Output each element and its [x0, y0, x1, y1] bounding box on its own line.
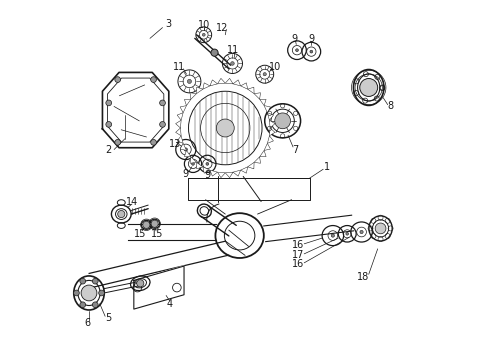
- Text: 13: 13: [169, 139, 181, 149]
- Polygon shape: [233, 170, 241, 176]
- Polygon shape: [254, 93, 261, 99]
- Polygon shape: [210, 80, 218, 86]
- Text: 5: 5: [106, 313, 112, 323]
- Polygon shape: [270, 128, 275, 136]
- Polygon shape: [134, 266, 184, 309]
- Text: 11: 11: [172, 62, 185, 72]
- Text: 11: 11: [227, 45, 240, 55]
- Polygon shape: [196, 87, 203, 94]
- Circle shape: [93, 302, 98, 308]
- Polygon shape: [203, 83, 210, 89]
- Circle shape: [106, 122, 112, 127]
- Circle shape: [216, 119, 234, 137]
- Polygon shape: [270, 120, 275, 128]
- Polygon shape: [268, 113, 273, 120]
- Circle shape: [151, 77, 156, 82]
- Polygon shape: [180, 143, 187, 150]
- Text: 10: 10: [270, 62, 282, 72]
- Polygon shape: [264, 105, 270, 113]
- Polygon shape: [254, 157, 261, 163]
- Circle shape: [187, 79, 192, 84]
- Circle shape: [202, 33, 205, 36]
- Polygon shape: [241, 83, 247, 89]
- Polygon shape: [210, 170, 218, 176]
- Polygon shape: [268, 136, 273, 143]
- Polygon shape: [225, 78, 233, 84]
- Circle shape: [74, 290, 79, 296]
- Polygon shape: [190, 157, 196, 163]
- Polygon shape: [218, 172, 225, 177]
- Polygon shape: [203, 167, 210, 173]
- Polygon shape: [180, 105, 187, 113]
- Polygon shape: [225, 172, 233, 177]
- Polygon shape: [175, 128, 181, 136]
- Circle shape: [184, 148, 188, 151]
- Text: 2: 2: [106, 144, 112, 154]
- Circle shape: [81, 285, 97, 301]
- Polygon shape: [177, 136, 183, 143]
- Polygon shape: [264, 143, 270, 150]
- Polygon shape: [218, 78, 225, 84]
- Circle shape: [360, 230, 363, 234]
- Circle shape: [310, 50, 313, 53]
- Text: 3: 3: [165, 19, 171, 29]
- Circle shape: [160, 100, 166, 106]
- Circle shape: [143, 221, 150, 228]
- Text: 16: 16: [292, 240, 304, 250]
- Circle shape: [206, 162, 209, 165]
- Circle shape: [192, 162, 195, 165]
- Text: 1: 1: [324, 162, 331, 172]
- Text: 4: 4: [167, 299, 173, 309]
- Polygon shape: [260, 150, 266, 157]
- Polygon shape: [184, 150, 191, 157]
- Text: 12: 12: [216, 23, 228, 33]
- Polygon shape: [233, 80, 241, 86]
- Circle shape: [295, 49, 298, 51]
- Circle shape: [93, 278, 98, 284]
- Text: 17: 17: [292, 250, 304, 260]
- Circle shape: [346, 233, 348, 235]
- Circle shape: [360, 78, 378, 96]
- Text: 10: 10: [197, 20, 210, 30]
- Circle shape: [331, 234, 335, 237]
- Circle shape: [275, 113, 291, 129]
- Circle shape: [375, 223, 386, 234]
- Text: 9: 9: [183, 168, 189, 179]
- Polygon shape: [175, 120, 181, 128]
- Polygon shape: [196, 162, 203, 169]
- Circle shape: [211, 49, 218, 56]
- Circle shape: [115, 139, 121, 145]
- Text: 8: 8: [387, 102, 393, 112]
- Polygon shape: [260, 99, 266, 105]
- Circle shape: [231, 62, 234, 65]
- Text: 9: 9: [204, 170, 210, 180]
- Circle shape: [118, 211, 125, 218]
- Circle shape: [98, 290, 104, 296]
- Circle shape: [137, 280, 144, 287]
- Text: 9: 9: [308, 34, 315, 44]
- Text: 9: 9: [292, 34, 297, 44]
- Polygon shape: [241, 167, 247, 173]
- Circle shape: [151, 139, 156, 145]
- Text: 6: 6: [84, 319, 90, 328]
- Text: 16: 16: [292, 259, 304, 269]
- Circle shape: [80, 278, 86, 284]
- Polygon shape: [247, 87, 254, 94]
- Text: 15: 15: [151, 229, 163, 239]
- Polygon shape: [190, 93, 196, 99]
- Circle shape: [160, 122, 166, 127]
- Circle shape: [151, 220, 158, 227]
- Text: 14: 14: [126, 197, 138, 207]
- Circle shape: [106, 100, 112, 106]
- Text: 7: 7: [292, 144, 298, 154]
- Circle shape: [80, 302, 86, 308]
- Text: 18: 18: [357, 272, 369, 282]
- Circle shape: [263, 73, 267, 76]
- Polygon shape: [247, 162, 254, 169]
- Circle shape: [115, 77, 121, 82]
- Polygon shape: [184, 99, 191, 105]
- Polygon shape: [177, 113, 183, 120]
- Text: 15: 15: [134, 229, 147, 239]
